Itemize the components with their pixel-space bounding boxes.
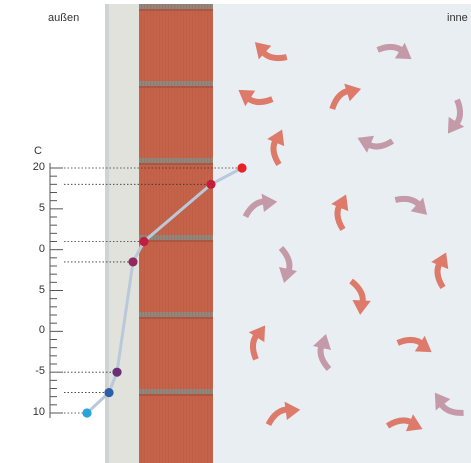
curved-arrow-icon	[278, 245, 297, 283]
curved-arrow-icon	[267, 129, 285, 167]
curved-arrow-icon	[396, 335, 432, 353]
axis-tick-label: 5	[38, 201, 45, 214]
temperature-points	[82, 163, 247, 418]
inside-label: inne	[447, 12, 468, 24]
curved-arrow-icon	[238, 89, 274, 107]
axis-tick-label: 10	[32, 406, 45, 418]
outside-label: außen	[48, 12, 80, 24]
axis-tick-label: -5	[35, 365, 45, 378]
curved-arrow-icon	[329, 83, 362, 110]
curved-arrow-icon	[331, 194, 349, 232]
curved-arrow-icon	[357, 135, 395, 153]
curved-arrow-icon	[447, 98, 465, 134]
temperature-point	[128, 257, 138, 267]
temperature-point	[112, 367, 122, 377]
plaster-edge	[105, 4, 109, 463]
guide-lines	[64, 167, 242, 414]
temperature-point	[82, 408, 92, 418]
curved-arrow-icon	[313, 334, 332, 372]
curved-arrow-icon	[349, 278, 371, 315]
convection-arrows	[238, 42, 465, 432]
axis-tick-label: 0	[38, 242, 45, 255]
temperature-point	[104, 387, 114, 398]
brick-texture	[139, 4, 213, 463]
curved-arrow-icon	[242, 193, 278, 219]
temperature-point	[139, 236, 149, 247]
curved-arrow-icon	[394, 195, 428, 215]
curved-arrow-icon	[385, 414, 423, 432]
temperature-axis	[49, 163, 63, 418]
room-air	[213, 4, 471, 463]
axis-tick-label: 5	[38, 283, 45, 296]
temperature-point	[237, 163, 247, 173]
curved-arrow-icon	[265, 401, 301, 427]
temperature-point	[206, 179, 216, 189]
curved-arrow-icon	[376, 42, 412, 60]
axis-unit-label: C	[34, 145, 42, 157]
curved-arrow-icon	[254, 42, 288, 62]
axis-tick-label: 0	[38, 324, 45, 337]
curved-arrow-icon	[434, 392, 464, 416]
curved-arrow-icon	[431, 252, 449, 290]
axis-tick-label: 20	[32, 161, 45, 173]
curved-arrow-icon	[248, 325, 266, 361]
